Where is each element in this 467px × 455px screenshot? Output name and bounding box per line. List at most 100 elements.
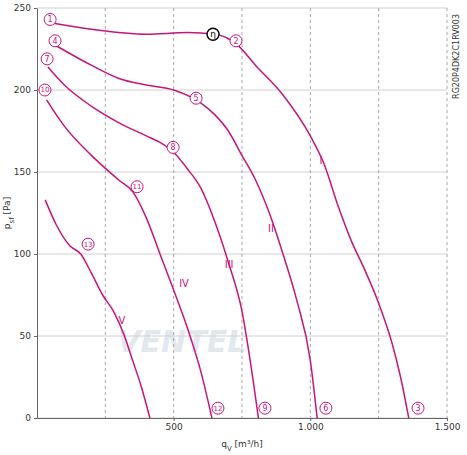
point-marker: 1	[44, 13, 56, 25]
efficiency-circle	[207, 28, 219, 40]
fan-curve	[45, 200, 150, 418]
x-grid-line	[447, 8, 448, 418]
y-tick: 0	[25, 413, 37, 423]
x-tick-mark	[174, 418, 175, 421]
curve-label: II	[268, 223, 274, 234]
efficiency-marker: η	[207, 28, 219, 40]
fan-curve	[51, 23, 409, 418]
point-number: 8	[171, 143, 176, 152]
watermark: VENTEL	[117, 324, 246, 359]
y-grid-line	[37, 90, 447, 91]
x-axis-line	[38, 418, 448, 419]
efficiency-symbol: η	[210, 29, 216, 39]
y-tick-label: 200	[14, 85, 31, 95]
y-axis: 0 50 100 150 200 250	[14, 3, 38, 423]
point-number: 13	[84, 241, 93, 249]
point-circle	[39, 84, 51, 96]
fan-curve	[47, 100, 212, 418]
y-tick-label: 50	[20, 331, 32, 341]
point-marker: 9	[259, 402, 271, 414]
x-tick-mark	[447, 418, 448, 421]
point-number: 11	[133, 183, 142, 191]
y-axis-line	[37, 9, 38, 419]
y-grid-line	[37, 336, 447, 337]
point-number: 3	[415, 404, 420, 413]
y-tick-mark	[34, 418, 37, 419]
y-tick-mark	[34, 8, 37, 9]
x-tick-label: 1.500	[435, 422, 461, 432]
point-marker: 2	[230, 35, 242, 47]
y-tick: 100	[14, 249, 37, 259]
curve-label: I	[320, 155, 323, 166]
x-grid-line	[173, 8, 174, 418]
point-circle	[230, 35, 242, 47]
fan-curve	[48, 67, 258, 418]
x-tick: 1.000	[298, 418, 324, 432]
point-number: 7	[45, 55, 50, 64]
x-axis: 500 1.000 1.500	[38, 418, 461, 432]
point-marker: 7	[41, 53, 53, 65]
y-tick-label: 100	[14, 249, 31, 259]
point-number: 12	[213, 405, 222, 413]
point-number: 5	[194, 94, 199, 103]
y-axis-title: psf [Pa]	[2, 197, 16, 229]
point-marker: 12	[212, 402, 224, 414]
curves	[45, 23, 409, 418]
x-tick-label: 1.000	[298, 422, 324, 432]
x-axis-title: qV [m³/h]	[221, 439, 263, 453]
y-tick: 150	[14, 167, 37, 177]
curve-label: III	[225, 259, 234, 270]
x-title-unit: [m³/h]	[232, 439, 263, 449]
point-circle	[412, 402, 424, 414]
curve-label: IV	[179, 278, 189, 289]
x-tick: 1.500	[435, 418, 461, 432]
y-tick-label: 250	[14, 3, 31, 13]
plot: VENTEL0501001502002505001.0001.500IIIIII…	[14, 3, 461, 432]
grid	[37, 8, 447, 418]
y-tick: 250	[14, 3, 37, 13]
x-grid-line	[378, 8, 379, 418]
point-marker: 5	[190, 92, 202, 104]
fan-curve	[56, 46, 317, 418]
y-tick-label: 0	[25, 413, 31, 423]
point-marker: 4	[49, 35, 61, 47]
point-marker: 10	[39, 84, 51, 96]
y-tick-mark	[34, 172, 37, 173]
point-circle	[167, 141, 179, 153]
point-number: 9	[262, 404, 267, 413]
point-number: 4	[52, 37, 57, 46]
point-circle	[131, 181, 143, 193]
point-marker: 13	[82, 238, 94, 250]
point-marker: 8	[167, 141, 179, 153]
point-number: 6	[323, 404, 328, 413]
point-circle	[41, 53, 53, 65]
point-marker: 11	[131, 181, 143, 193]
y-tick: 200	[14, 85, 37, 95]
point-circle	[82, 238, 94, 250]
point-circle	[190, 92, 202, 104]
x-tick-label: 500	[166, 422, 183, 432]
y-tick-mark	[34, 254, 37, 255]
point-markers: 12345678910111213	[39, 13, 424, 414]
point-circle	[259, 402, 271, 414]
y-tick: 50	[20, 331, 37, 341]
curve-labels: IIIIIIIVV	[119, 155, 323, 327]
y-tick-mark	[34, 90, 37, 91]
y-title-unit: [Pa]	[2, 197, 12, 217]
point-circle	[44, 13, 56, 25]
point-marker: 3	[412, 402, 424, 414]
point-marker: 6	[320, 402, 332, 414]
point-circle	[49, 35, 61, 47]
y-tick-mark	[34, 336, 37, 337]
model-code: RG20P4DK2C1RV003	[452, 14, 461, 99]
y-tick-label: 150	[14, 167, 31, 177]
point-number: 2	[233, 37, 238, 46]
x-tick-mark	[310, 418, 311, 421]
x-grid-line	[105, 8, 106, 418]
point-circle	[320, 402, 332, 414]
x-tick: 500	[166, 418, 183, 432]
curve-label: V	[119, 315, 126, 326]
point-number: 10	[40, 86, 49, 94]
x-grid-line	[242, 8, 243, 418]
point-circle	[212, 402, 224, 414]
